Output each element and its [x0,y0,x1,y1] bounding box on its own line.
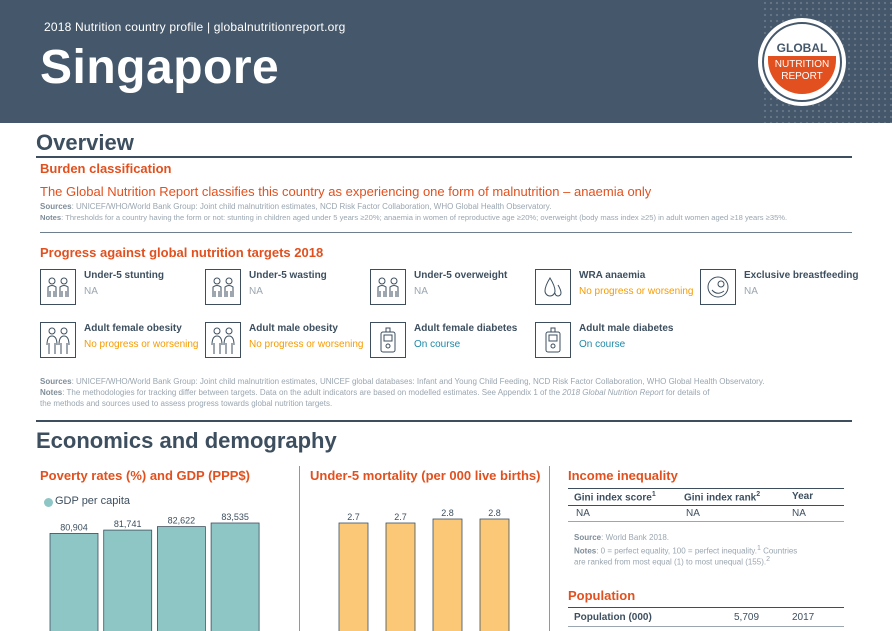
target-status: No progress or worsening [249,339,364,350]
column-divider [299,466,300,631]
gdp-data-label: 83,535 [221,512,249,522]
target-status: NA [414,286,428,297]
mortality-bar [479,518,510,631]
logo-line-2: NUTRITION [774,59,830,70]
progress-notes-line-2: the methods and sources used to assess p… [40,399,333,408]
population-heading: Population [568,588,636,603]
income-table-bottom-rule [568,521,844,522]
burden-sources: Sources: UNICEF/WHO/World Bank Group: Jo… [40,202,552,211]
children-icon [40,269,76,305]
gini-score-header: Gini index score1 [574,491,656,504]
income-table-header-rule [568,505,844,506]
target-name: Adult female obesity [84,323,182,334]
burden-statement: The Global Nutrition Report classifies t… [40,184,652,199]
mortality-bar [432,518,463,631]
profile-header: 2018 Nutrition country profile | globaln… [0,0,892,123]
economics-top-rule [36,420,852,422]
progress-sources: Sources: UNICEF/WHO/World Bank Group: Jo… [40,377,765,386]
profile-subtitle: 2018 Nutrition country profile | globaln… [44,20,346,34]
progress-notes: Notes: The methodologies for tracking di… [40,388,710,397]
logo-line-3: REPORT [781,71,823,82]
burden-notes: Notes: Thresholds for a country having t… [40,213,788,222]
glucose-meter-icon [370,322,406,358]
economics-title: Economics and demography [36,428,337,453]
poverty-heading: Poverty rates (%) and GDP (PPP$) [40,468,250,483]
population-year: 2017 [792,612,815,623]
target-name: Under-5 overweight [414,270,508,281]
target-adult-female-diabetes: Adult female diabetes On course [370,322,530,360]
target-name: Under-5 wasting [249,270,327,281]
income-heading: Income inequality [568,468,678,483]
gdp-data-label: 81,741 [114,519,142,529]
population-label: Population (000) [574,612,652,623]
country-title: Singapore [40,41,280,94]
gdp-data-label: 80,904 [60,522,88,532]
mortality-bar [338,522,369,631]
income-table-top-rule [568,488,844,489]
target-status: On course [414,339,461,350]
overview-rule [36,156,852,158]
column-divider [549,466,550,631]
target-name: Exclusive breastfeeding [744,270,859,281]
target-status: On course [579,339,626,350]
progress-heading: Progress against global nutrition target… [40,245,324,260]
target-under-5-stunting: Under-5 stunting NA [40,269,200,307]
gini-rank-value: NA [686,508,700,519]
target-status: NA [249,286,263,297]
mortality-bar [385,522,416,631]
breastfeeding-icon [700,269,736,305]
gini-year-value: NA [792,508,806,519]
target-under-5-overweight: Under-5 overweight NA [370,269,530,307]
gdp-legend-swatch [44,498,53,507]
glucose-meter-icon [535,322,571,358]
gdp-data-label: 82,622 [168,516,196,526]
target-exclusive-breastfeeding: Exclusive breastfeeding NA [700,269,860,307]
target-adult-female-obesity: Adult female obesity No progress or worse… [40,322,200,360]
mortality-data-label: 2.7 [347,512,360,522]
income-notes-line-2: are ranked from most equal (1) to most u… [574,556,770,567]
population-table-top-rule [568,607,844,608]
income-source: Source: World Bank 2018. [574,533,670,542]
year-header: Year [792,491,814,502]
logo-line-1: GLOBAL [776,41,828,55]
adults-icon [205,322,241,358]
target-adult-male-diabetes: Adult male diabetes On course [535,322,695,360]
mortality-data-label: 2.7 [394,512,407,522]
progress-rule [40,232,852,233]
blood-drop-icon [535,269,571,305]
gdp-bar [49,533,99,631]
target-name: Under-5 stunting [84,270,164,281]
target-status: NA [84,286,98,297]
mortality-data-label: 2.8 [488,508,501,518]
target-name: Adult male diabetes [579,323,674,334]
target-status: NA [744,286,758,297]
target-name: Adult female diabetes [414,323,518,334]
population-table-bottom-rule [568,626,844,627]
gdp-bar [156,526,206,631]
target-status: No progress or worsening [579,286,694,297]
children-icon [205,269,241,305]
target-name: Adult male obesity [249,323,338,334]
gini-score-value: NA [576,508,590,519]
adults-icon [40,322,76,358]
gdp-bar [103,529,153,631]
gdp-bar [210,522,260,631]
children-icon [370,269,406,305]
mortality-data-label: 2.8 [441,508,454,518]
burden-heading: Burden classification [40,161,172,176]
target-wra-anaemia: WRA anaemia No progress or worsening [535,269,695,307]
target-adult-male-obesity: Adult male obesity No progress or worseni… [205,322,365,360]
population-value: 5,709 [734,612,760,623]
global-nutrition-report-logo[interactable]: GLOBAL NUTRITION REPORT [758,18,846,106]
target-name: WRA anaemia [579,270,646,281]
target-status: No progress or worsening [84,339,199,350]
target-under-5-wasting: Under-5 wasting NA [205,269,365,307]
gdp-legend-label: GDP per capita [55,495,131,507]
income-notes: Notes: 0 = perfect equality, 100 = perfe… [574,545,798,556]
overview-title: Overview [36,130,134,155]
gini-rank-header: Gini index rank2 [684,491,761,504]
mortality-heading: Under-5 mortality (per 000 live births) [310,468,541,483]
